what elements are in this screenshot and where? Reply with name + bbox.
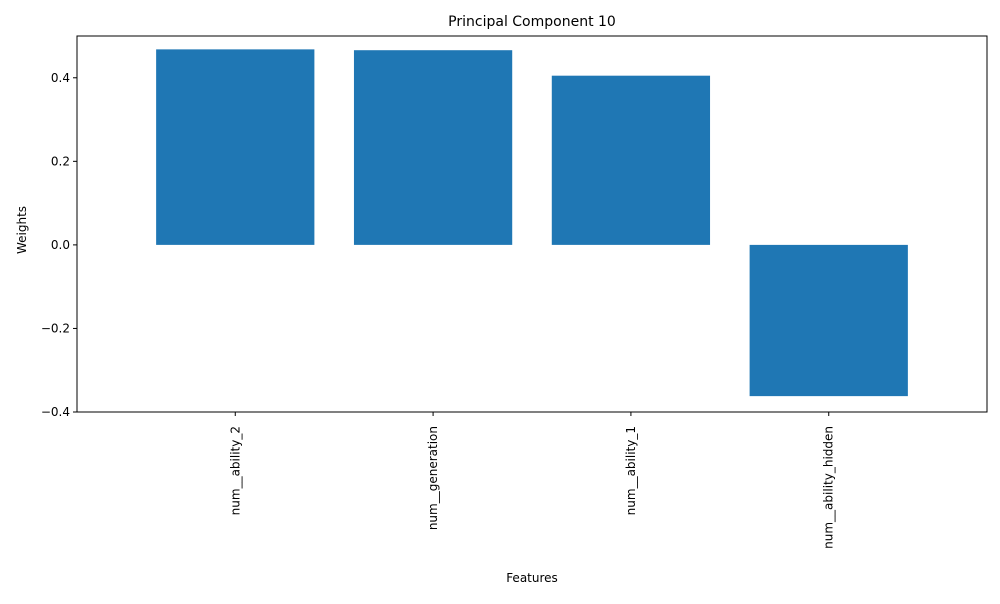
- bars-layer: [156, 49, 908, 397]
- y-axis-label: Weights: [15, 206, 29, 254]
- bar-num__generation: [353, 50, 513, 245]
- x-tick-label: num__ability_2: [228, 426, 242, 515]
- x-axis-label: Features: [506, 571, 558, 585]
- chart-title: Principal Component 10: [448, 14, 616, 30]
- bar-num__ability_hidden: [749, 244, 908, 397]
- x-tick-label: num__generation: [426, 426, 440, 530]
- x-tick-label: num__ability_hidden: [822, 426, 836, 549]
- y-ticks: −0.4 −0.2 0.0 0.2 0.4: [41, 71, 77, 419]
- x-tick-label: num__ability_1: [624, 426, 638, 515]
- y-tick-label: 0.4: [51, 71, 70, 85]
- bar-num__ability_1: [551, 75, 711, 245]
- y-tick-label: 0.2: [51, 154, 70, 168]
- y-tick-label: −0.4: [41, 405, 70, 419]
- bar-num__ability_2: [156, 49, 315, 245]
- plot-frame: [76, 35, 988, 413]
- x-ticks: num__ability_2 num__generation num__abilit…: [228, 412, 836, 549]
- y-tick-label: −0.2: [41, 321, 70, 335]
- axes-layer: [76, 35, 988, 413]
- y-tick-label: 0.0: [51, 238, 70, 252]
